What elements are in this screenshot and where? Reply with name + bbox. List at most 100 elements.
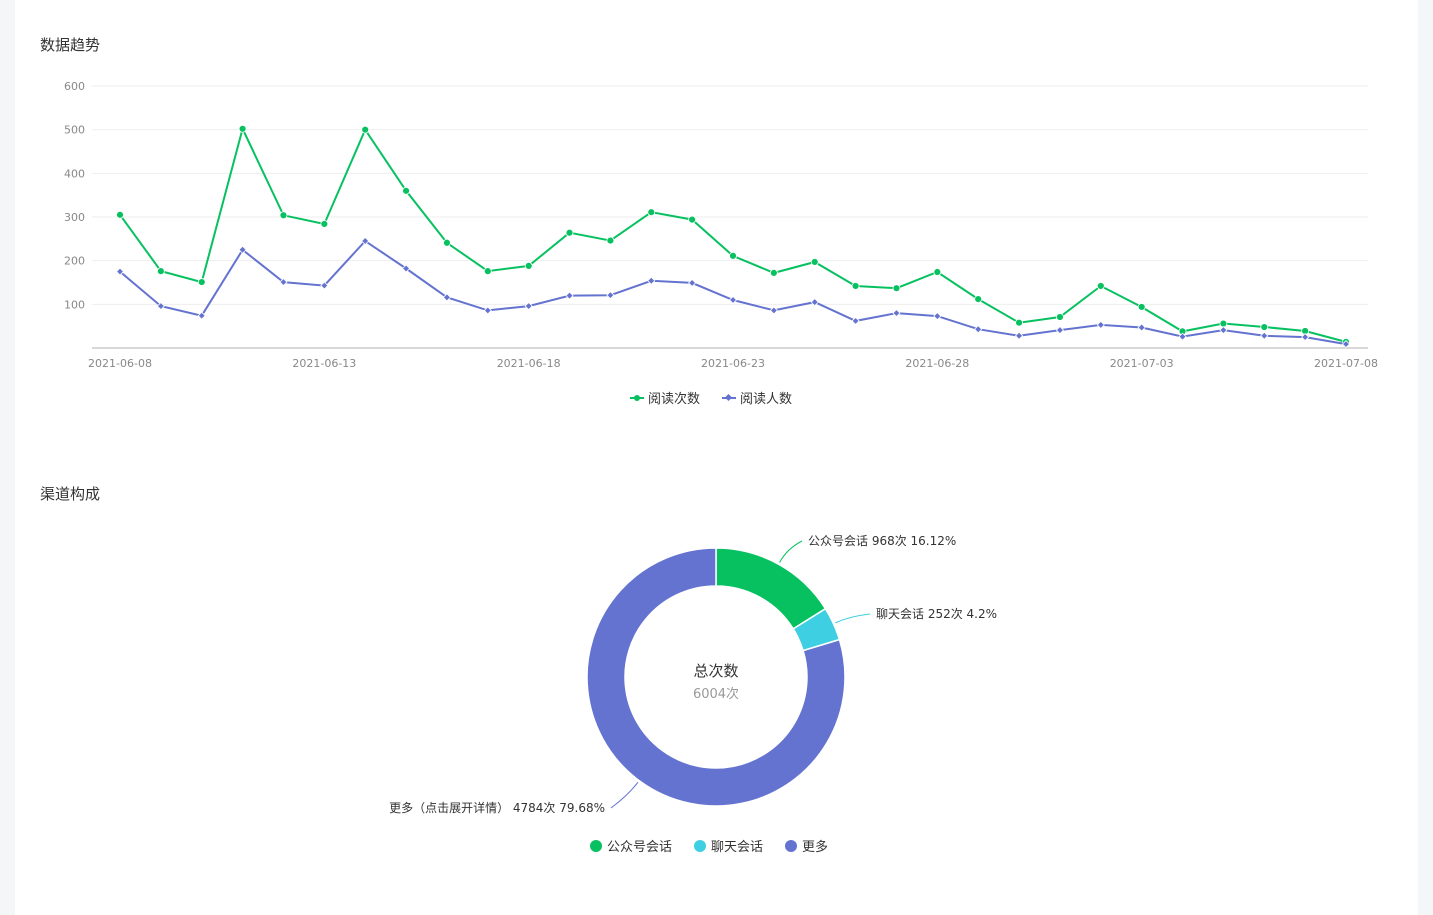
slice-label: 公众号会话 968次 16.12% bbox=[808, 534, 956, 548]
x-tick-label: 2021-06-13 bbox=[292, 357, 356, 370]
y-tick-label: 200 bbox=[64, 255, 85, 268]
data-point-series-1 bbox=[238, 124, 247, 133]
data-point-series-1 bbox=[361, 125, 370, 134]
data-point-series-2 bbox=[1301, 333, 1310, 342]
data-point-series-1 bbox=[116, 210, 124, 219]
data-point-series-2 bbox=[115, 267, 125, 276]
data-point-series-1 bbox=[279, 211, 288, 220]
data-point-series-1 bbox=[851, 282, 860, 290]
slice-leader-line bbox=[779, 540, 803, 563]
data-point-series-2 bbox=[279, 277, 288, 287]
content-panel bbox=[15, 0, 1418, 915]
line-chart-legend: 阅读次数 阅读人数 bbox=[630, 388, 792, 407]
data-point-series-2 bbox=[769, 306, 778, 315]
data-point-series-2 bbox=[402, 264, 411, 273]
data-point-series-1 bbox=[565, 228, 574, 237]
legend-item-chat[interactable]: 聊天会话 bbox=[694, 836, 763, 855]
legend-label-chat: 聊天会话 bbox=[711, 840, 764, 855]
data-point-series-1 bbox=[1219, 319, 1228, 328]
data-point-series-2 bbox=[688, 278, 697, 288]
data-point-series-1 bbox=[443, 238, 451, 247]
x-tick-label: 2021-07-08 bbox=[1314, 357, 1378, 370]
trend-section-title: 数据趋势 bbox=[40, 36, 101, 54]
donut-chart-legend: 公众号会话 聊天会话 更多 bbox=[590, 836, 828, 855]
data-point-series-2 bbox=[647, 276, 656, 285]
legend-dot-more bbox=[785, 839, 798, 852]
data-point-series-1 bbox=[933, 268, 942, 276]
data-point-series-2 bbox=[606, 291, 615, 300]
data-point-series-2 bbox=[483, 306, 492, 315]
data-point-series-2 bbox=[1096, 320, 1105, 329]
data-point-series-2 bbox=[851, 316, 860, 325]
data-point-series-2 bbox=[524, 302, 533, 311]
data-point-series-2 bbox=[974, 325, 983, 334]
data-point-series-2 bbox=[933, 312, 942, 321]
legend-label-more: 更多 bbox=[802, 840, 829, 855]
data-point-series-1 bbox=[156, 267, 165, 276]
data-point-series-2 bbox=[1260, 331, 1269, 340]
y-tick-label: 400 bbox=[64, 167, 85, 180]
x-tick-label: 2021-06-08 bbox=[88, 357, 152, 370]
donut-slice-3 bbox=[586, 547, 846, 807]
donut-center-title: 总次数 bbox=[693, 662, 738, 680]
slice-leader-line bbox=[610, 781, 639, 809]
data-point-series-2 bbox=[810, 298, 819, 307]
x-tick-label: 2021-06-28 bbox=[905, 357, 969, 370]
y-tick-label: 100 bbox=[64, 298, 85, 311]
legend-item-reads[interactable]: 阅读次数 bbox=[630, 388, 700, 407]
data-point-series-1 bbox=[606, 236, 615, 245]
data-point-series-1 bbox=[688, 215, 697, 224]
data-point-series-2 bbox=[1219, 326, 1228, 335]
data-point-series-2 bbox=[320, 281, 329, 290]
data-point-series-1 bbox=[402, 186, 410, 195]
legend-marker-readers bbox=[722, 393, 737, 403]
slice-leader-line bbox=[835, 613, 871, 624]
data-point-series-2 bbox=[1341, 340, 1351, 349]
channel-section-title: 渠道构成 bbox=[40, 485, 101, 503]
data-point-series-2 bbox=[892, 309, 901, 318]
data-point-series-2 bbox=[238, 245, 247, 254]
data-point-series-2 bbox=[1015, 331, 1024, 340]
data-point-series-2 bbox=[1055, 326, 1064, 335]
legend-label-readers: 阅读人数 bbox=[740, 392, 793, 407]
data-point-series-1 bbox=[483, 267, 492, 276]
x-tick-label: 2021-06-23 bbox=[701, 357, 765, 370]
data-point-series-1 bbox=[729, 251, 737, 260]
data-point-series-1 bbox=[1056, 313, 1064, 321]
donut-center-value: 6004次 bbox=[693, 686, 739, 702]
data-point-series-1 bbox=[810, 258, 819, 266]
data-point-series-1 bbox=[974, 295, 983, 303]
line-chart: 100 200 300 400 500 600 2021-06-08 2021-06-13 20… bbox=[64, 80, 1378, 370]
data-point-series-2 bbox=[442, 293, 451, 302]
y-tick-label: 500 bbox=[64, 124, 85, 137]
data-point-series-1 bbox=[197, 278, 206, 286]
legend-item-readers[interactable]: 阅读人数 bbox=[722, 388, 792, 407]
donut-chart: 公众号会话 968次 16.12% 聊天会话 252次 4.2% 更多（点击展开详情… bbox=[389, 534, 997, 815]
data-point-series-2 bbox=[728, 295, 738, 305]
donut-slice-1 bbox=[715, 547, 827, 630]
data-point-series-1 bbox=[647, 208, 656, 217]
legend-dot-official-account bbox=[590, 839, 602, 852]
data-point-series-1 bbox=[769, 268, 778, 277]
data-point-series-2 bbox=[361, 236, 370, 246]
data-point-series-1 bbox=[1137, 303, 1146, 311]
slice-label: 更多（点击展开详情） 4784次 79.68% bbox=[389, 800, 605, 815]
legend-item-official-account[interactable]: 公众号会话 bbox=[590, 836, 672, 855]
data-point-series-2 bbox=[1137, 323, 1146, 332]
legend-label-reads: 阅读次数 bbox=[648, 392, 701, 407]
data-point-series-2 bbox=[156, 302, 165, 311]
legend-dot-chat bbox=[694, 839, 707, 852]
legend-marker-reads bbox=[630, 393, 644, 403]
x-tick-label: 2021-07-03 bbox=[1110, 357, 1174, 370]
data-point-series-2 bbox=[1178, 332, 1187, 341]
data-point-series-2 bbox=[197, 311, 206, 320]
data-point-series-1 bbox=[1015, 318, 1023, 327]
data-point-series-1 bbox=[320, 220, 329, 228]
legend-item-more[interactable]: 更多 bbox=[785, 836, 828, 855]
legend-label-official-account: 公众号会话 bbox=[607, 840, 673, 855]
y-tick-label: 300 bbox=[64, 211, 85, 224]
data-point-series-1 bbox=[892, 284, 901, 293]
data-point-series-1 bbox=[1096, 282, 1105, 290]
y-tick-label: 600 bbox=[64, 80, 85, 93]
data-point-series-2 bbox=[565, 291, 574, 300]
